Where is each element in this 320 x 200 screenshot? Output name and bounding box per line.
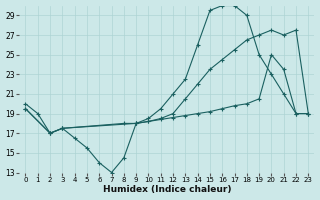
- X-axis label: Humidex (Indice chaleur): Humidex (Indice chaleur): [103, 185, 231, 194]
